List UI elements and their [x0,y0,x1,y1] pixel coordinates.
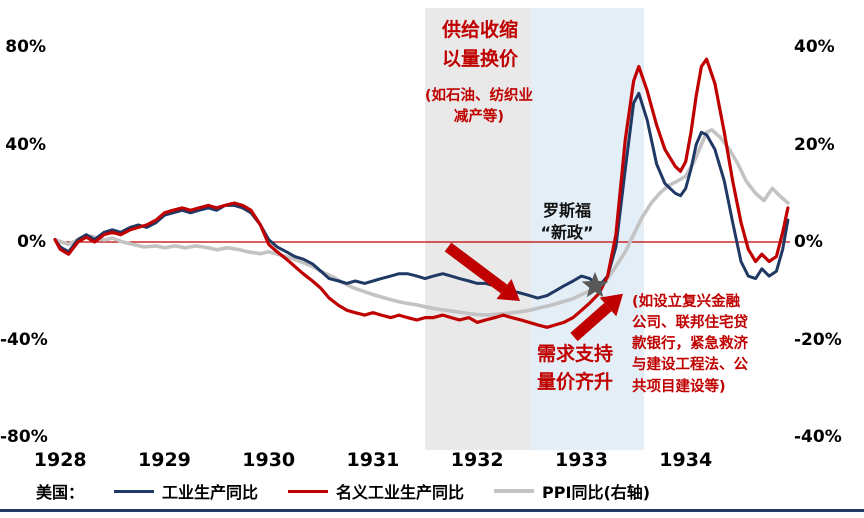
y-axis-right-tick: -40% [794,427,842,447]
x-axis-tick: 1932 [450,449,504,471]
legend-item-industrial-production: 工业生产同比 [114,479,258,503]
y-axis-left-tick: -40% [0,329,48,350]
shaded-band [425,8,532,450]
annotation-supply-contraction-detail: (如石油、纺织业减产等) [424,88,534,126]
legend-swatch-nominal-industrial-production [288,489,329,493]
x-axis-tick: 1934 [659,449,713,471]
demand-arrow-icon [570,302,612,342]
bottom-divider-bar [0,509,864,512]
y-axis-right-tick: -20% [794,329,842,350]
legend: 美国： 工业生产同比 名义工业生产同比 PPI同比(右轴) [36,479,650,503]
demand-arrow-icon-head [599,293,623,317]
x-axis-tick: 1931 [346,449,400,471]
legend-label: 名义工业生产同比 [336,483,465,502]
supply-arrow-icon [444,242,508,294]
legend-swatch-ppi [494,489,535,493]
supply-arrow-icon-head [496,279,520,301]
legend-prefix: 美国： [36,483,85,502]
legend-swatch-industrial-production [114,489,155,493]
y-axis-left-tick: -80% [0,427,48,447]
annotation-demand-support: 需求支持 量价齐升 [536,343,613,393]
new-deal-star-icon [581,271,609,298]
x-axis-tick: 1928 [33,449,87,471]
series-line [53,91,790,300]
series-line [53,128,790,317]
shaded-band [531,8,644,450]
annotation-policy-detail: (如设立复兴金融公司、联邦住宅贷款银行，紧急救济与建设工程法、公共项目建设等) [632,294,748,395]
legend-label: 工业生产同比 [162,483,259,502]
annotation-roosevelt-new-deal: 罗斯福 “新政” [540,201,594,243]
x-axis-tick: 1929 [138,449,191,471]
annotation-supply-contraction-title: 供给收缩 以量换价 [441,19,518,70]
y-axis-right-tick: 40% [794,37,835,57]
x-axis-tick: 1933 [555,449,608,471]
y-axis-right-tick: 0% [794,232,823,252]
legend-label: PPI同比(右轴) [542,483,651,502]
y-axis-left-tick: 0% [17,232,46,252]
series-line [53,57,790,329]
y-axis-left-tick: 40% [5,134,46,155]
legend-item-ppi: PPI同比(右轴) [494,479,650,503]
legend-item-nominal-industrial-production: 名义工业生产同比 [288,479,464,503]
x-axis-tick: 1930 [242,449,296,471]
y-axis-left-tick: 80% [5,37,46,57]
y-axis-right-tick: 20% [794,134,835,155]
